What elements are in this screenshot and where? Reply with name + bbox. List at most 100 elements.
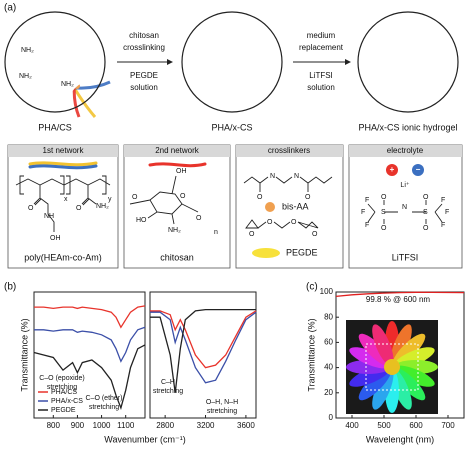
structure-atom: O	[249, 231, 255, 238]
structure-atom: O	[76, 205, 82, 212]
structure-atom: F	[361, 209, 365, 216]
pegde	[221, 72, 255, 92]
petal	[390, 324, 412, 366]
annotation: C–O (ether)	[86, 395, 123, 402]
structure-atom: NH₂	[168, 227, 181, 234]
crosslink-dot	[248, 67, 254, 73]
structure-atom: N	[402, 204, 407, 211]
petal	[349, 347, 391, 369]
x-tick-label: 600	[409, 421, 423, 430]
box-title: 1st network	[43, 146, 85, 155]
x-tick-label: 400	[345, 421, 359, 430]
crosslink-dot	[25, 35, 31, 41]
circle-outline	[4, 11, 106, 113]
structure-atom: O	[196, 215, 202, 222]
fiber	[353, 82, 463, 88]
crosslink-dot	[427, 83, 433, 89]
annotation: stretching	[207, 408, 237, 415]
structure-atom: F	[365, 222, 369, 229]
series-line	[34, 305, 146, 329]
annotation: O–H, N–H	[206, 399, 238, 406]
crosslink-dot	[424, 67, 430, 73]
fiber	[177, 82, 287, 88]
fiber	[60, 74, 97, 118]
structure-atom: O	[291, 219, 297, 226]
structure-atom: O	[28, 205, 34, 212]
ion	[414, 96, 422, 104]
ion	[394, 94, 402, 102]
panel-label: (c)	[306, 282, 318, 293]
crosslink-dot	[378, 35, 384, 41]
fiber	[0, 36, 110, 42]
structure-atom: n	[214, 229, 218, 236]
y-tick-label: 80	[324, 312, 333, 321]
crosslink-dot	[26, 87, 32, 93]
crosslink-dot	[231, 57, 237, 63]
compound-name: LiTFSI	[392, 252, 419, 262]
ion	[434, 68, 442, 76]
annotation: stretching	[153, 388, 183, 395]
x-tick-label: 800	[47, 421, 61, 430]
box-title: 2nd network	[155, 146, 200, 155]
fiber	[353, 59, 463, 67]
crosslink-dot	[203, 87, 209, 93]
panel-label: (b)	[4, 282, 16, 293]
pegde	[389, 32, 423, 52]
x-tick-label: 3200	[197, 421, 215, 430]
amine-label: NH₂	[19, 73, 32, 80]
y-tick-label: 60	[324, 338, 333, 347]
schematic-circles: NH₂ NH₂ NH₂	[0, 7, 463, 118]
structure-atom: N	[270, 173, 275, 180]
step-text: replacement	[299, 43, 344, 52]
ion	[374, 73, 382, 81]
box-headers	[8, 145, 462, 157]
y-axis-title: Transmittance (%)	[19, 318, 29, 391]
crosslink-dot	[54, 57, 60, 63]
crosslink-dot	[205, 61, 211, 67]
structure-atom: O	[180, 193, 186, 200]
amine-label: NH₂	[61, 81, 74, 88]
structure-atom: OH	[176, 168, 187, 175]
annotation: C–H	[161, 379, 175, 386]
x-tick-label: 1100	[117, 421, 135, 430]
structure-atom: Li⁺	[400, 182, 409, 189]
step-text: PEGDE	[130, 71, 158, 80]
step-text: crosslinking	[123, 43, 165, 52]
x-tick-label: 900	[71, 421, 85, 430]
x-tick-label: 700	[441, 421, 455, 430]
fiber	[72, 74, 82, 118]
series-line	[150, 308, 256, 393]
x-tick-label: 500	[377, 421, 391, 430]
y-axis-title: Transmittance (%)	[306, 318, 316, 391]
amine-label: NH₂	[21, 47, 34, 54]
structure-atom: HO	[136, 217, 147, 224]
fiber	[427, 7, 433, 117]
compound-name: bis-AA	[282, 201, 309, 211]
crosslink-dot	[77, 37, 83, 43]
ion	[390, 52, 398, 60]
series-line	[150, 311, 257, 384]
fiber	[251, 7, 257, 117]
network-circle	[0, 25, 111, 118]
y-tick-label: 100	[320, 287, 334, 296]
structure-atom: O	[423, 194, 429, 201]
pegde	[397, 72, 431, 92]
compound-name: chitosan	[160, 252, 194, 262]
photo-inset	[346, 320, 438, 414]
step-text: solution	[130, 83, 158, 92]
box-title: electrolyte	[387, 146, 424, 155]
crosslink-dot	[44, 25, 50, 31]
structure-atom: F	[441, 222, 445, 229]
network-icons	[28, 161, 207, 170]
crosslink-dot	[407, 57, 413, 63]
fiber	[60, 80, 111, 90]
series-line	[335, 291, 465, 298]
fiber	[177, 59, 287, 67]
plot-frame	[149, 291, 257, 419]
pegde-icon	[252, 248, 280, 258]
crosslink-dot	[430, 37, 436, 43]
x-axis-title: Wavelenght (nm)	[366, 434, 434, 444]
series-line	[33, 344, 146, 410]
y-tick-label: 0	[329, 413, 334, 422]
